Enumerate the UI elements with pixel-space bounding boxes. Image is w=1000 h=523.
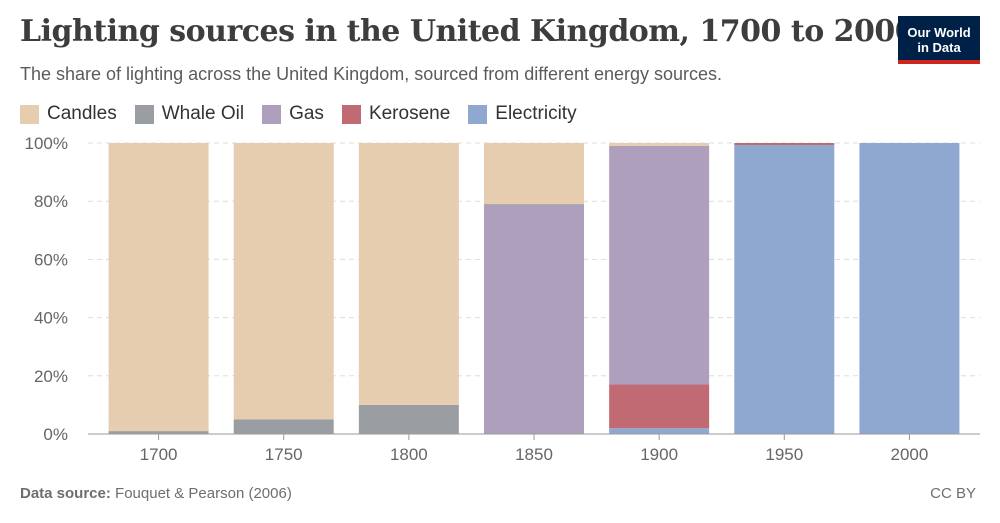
y-tick-label: 20% <box>34 367 68 386</box>
legend-swatch <box>262 104 282 124</box>
bar-segment-gas[interactable] <box>484 205 584 434</box>
legend-item[interactable]: Candles <box>20 103 117 125</box>
legend-label: Candles <box>47 103 117 124</box>
x-tick-label: 1750 <box>265 445 303 464</box>
bar-segment-whale-oil[interactable] <box>358 404 459 434</box>
license[interactable]: CC BY <box>930 485 976 502</box>
bar-segment-whale-oil[interactable] <box>233 419 334 434</box>
legend-item[interactable]: Kerosene <box>341 103 451 125</box>
legend-item[interactable]: Whale Oil <box>134 103 245 125</box>
bar-segment-electricity[interactable] <box>609 428 710 434</box>
x-tick-label: 1900 <box>640 445 678 464</box>
legend-label: Gas <box>289 103 324 124</box>
owid-logo[interactable]: Our World in Data <box>898 16 980 64</box>
x-tick-label: 1800 <box>390 445 428 464</box>
legend-swatch <box>468 104 488 124</box>
y-tick-label: 80% <box>34 192 68 211</box>
bar-segment-kerosene[interactable] <box>734 143 835 146</box>
bar-segment-kerosene[interactable] <box>609 384 710 429</box>
legend-swatch <box>341 104 361 124</box>
source-label: Data source: <box>20 485 111 502</box>
x-tick-label: 1950 <box>765 445 803 464</box>
y-tick-label: 40% <box>34 309 68 328</box>
x-tick-label: 1850 <box>515 445 553 464</box>
legend-swatch <box>134 104 154 124</box>
bar-segment-electricity[interactable] <box>859 143 960 434</box>
legend-label: Kerosene <box>368 103 451 124</box>
bar-segment-candles[interactable] <box>233 143 334 420</box>
bar-segment-electricity[interactable] <box>734 145 835 435</box>
bar-segment-candles[interactable] <box>609 143 710 146</box>
legend-label: Whale Oil <box>161 103 245 124</box>
legend-label: Electricity <box>495 103 577 124</box>
bar-segment-candles[interactable] <box>358 143 459 405</box>
legend-swatch <box>20 104 39 124</box>
bar-segment-whale-oil[interactable] <box>108 431 209 434</box>
source-text[interactable]: Fouquet & Pearson (2006) <box>115 485 292 502</box>
bar-segment-candles[interactable] <box>108 143 209 432</box>
legend-item[interactable]: Gas <box>262 103 324 125</box>
data-source: Data source: Fouquet & Pearson (2006) <box>20 485 292 502</box>
y-tick-label: 0% <box>43 425 68 444</box>
page-title: Lighting sources in the United Kingdom, … <box>20 14 916 49</box>
x-tick-label: 2000 <box>891 445 929 464</box>
y-tick-label: 100% <box>25 134 68 153</box>
bar-segment-gas[interactable] <box>609 145 710 385</box>
bar-segment-candles[interactable] <box>484 143 584 205</box>
legend: Candles Whale Oil Gas Kerosene Electricity <box>20 103 577 125</box>
subtitle: The share of lighting across the United … <box>20 64 723 84</box>
legend-item[interactable]: Electricity <box>468 103 577 125</box>
bar-segment-whale-oil[interactable] <box>484 204 584 206</box>
x-tick-label: 1700 <box>140 445 178 464</box>
y-tick-label: 60% <box>34 250 68 269</box>
